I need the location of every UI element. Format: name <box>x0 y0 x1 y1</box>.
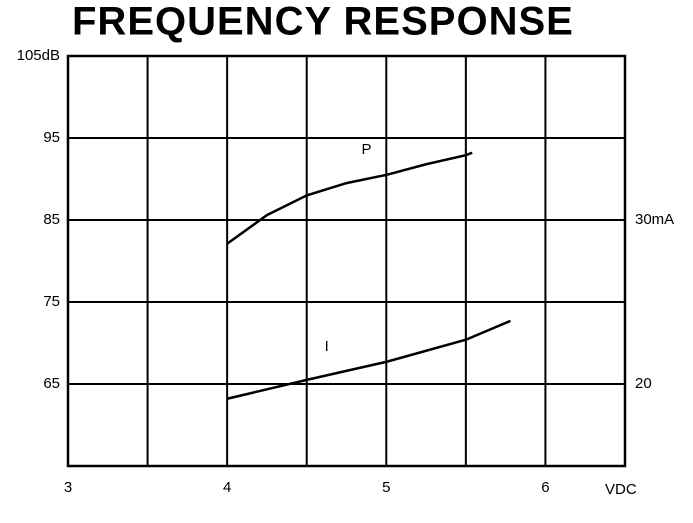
y-tick-label: 85 <box>43 211 60 228</box>
x-tick-label: 5 <box>382 479 390 496</box>
series-label: I <box>325 338 329 355</box>
y-tick-label: 75 <box>43 293 60 310</box>
x-tick-label: 6 <box>541 479 549 496</box>
chart-title: FREQUENCY RESPONSE <box>72 0 574 44</box>
y-tick-label: 105dB <box>17 47 60 64</box>
y2-tick-label: 30mA <box>635 211 674 228</box>
series-line <box>226 319 511 400</box>
x-tick-label: 4 <box>223 479 231 496</box>
plot-frame <box>66 54 627 468</box>
y-tick-label: 65 <box>43 375 60 392</box>
y-tick-label: 95 <box>43 129 60 146</box>
y2-tick-label: 20 <box>635 375 652 392</box>
x-axis-label: VDC <box>605 481 637 498</box>
x-tick-label: 3 <box>64 479 72 496</box>
series-label: P <box>361 141 371 158</box>
series-line <box>226 151 473 245</box>
